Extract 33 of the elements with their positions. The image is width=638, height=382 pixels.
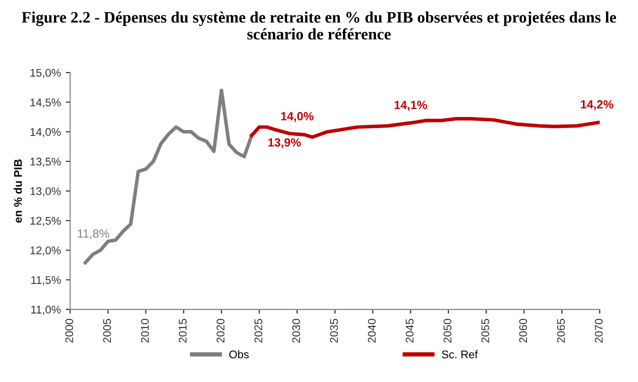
x-tick-label: 2035: [330, 318, 338, 343]
y-tick-label: 11,5%: [31, 276, 61, 286]
y-tick-label: 13,0%: [30, 187, 61, 196]
legend-label: Obs: [229, 350, 249, 358]
x-tick-label: 2055: [481, 318, 490, 343]
x-tick-label: 2050: [444, 318, 452, 343]
x-tick-label: 2025: [254, 318, 262, 343]
y-tick-label: 12,5%: [30, 216, 61, 226]
y-tick-label: 14,5%: [30, 98, 61, 108]
x-tick-label: 2030: [292, 318, 300, 343]
annotation: 14,2%: [580, 100, 614, 110]
x-tick-label: 2045: [406, 318, 414, 343]
y-tick-label: 12,0%: [30, 246, 61, 256]
x-tick-label: 2020: [216, 318, 224, 343]
annotation: 14,1%: [394, 100, 428, 111]
annotation: 14,0%: [281, 112, 314, 122]
annotation: 13,9%: [268, 138, 301, 148]
legend-label: Sc. Ref: [442, 350, 478, 358]
y-tick-label: 13,5%: [30, 158, 61, 167]
x-tick-label: 2000: [65, 318, 74, 343]
x-tick-label: 2015: [178, 318, 187, 343]
y-axis-title: en % du PIB: [14, 159, 22, 223]
y-tick-label: 11,0%: [31, 306, 61, 315]
chart-title: Figure 2.2 - Dépenses du système de retraite en % du PIB observées et projetées dans le scénario de référence: [22, 11, 616, 40]
x-tick-label: 2065: [557, 318, 565, 343]
x-tick-label: 2060: [519, 318, 528, 343]
x-tick-label: 2010: [140, 318, 149, 343]
y-tick-label: 15,0%: [30, 68, 61, 78]
x-tick-label: 2005: [103, 318, 111, 343]
x-tick-label: 2040: [368, 318, 376, 343]
x-tick-label: 2070: [594, 318, 603, 343]
annotation: 11,8%: [78, 229, 110, 240]
y-tick-label: 14,0%: [30, 128, 61, 138]
